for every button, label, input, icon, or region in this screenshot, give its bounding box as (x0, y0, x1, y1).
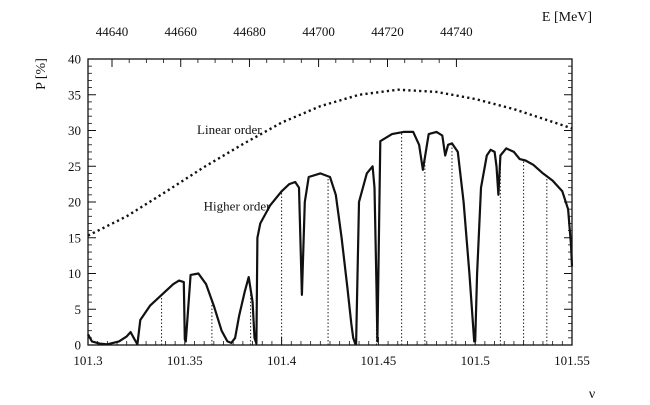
y-tick-labels: 0 5 10 15 20 25 30 35 40 (68, 52, 81, 353)
plot-frame (87, 58, 573, 346)
top-tick-label: 44700 (302, 24, 335, 39)
higher-order-curve (87, 130, 574, 346)
y-tick-label: 30 (68, 123, 81, 138)
plot-border (87, 58, 573, 346)
linear-order-label: Linear order (197, 122, 262, 137)
y-tick-label: 20 (68, 195, 81, 210)
higher-order-label: Higher order (204, 199, 271, 214)
top-tick-label: 44640 (96, 24, 129, 39)
x-tick-label: 101.35 (167, 353, 203, 368)
x-tick-label: 101.45 (361, 353, 397, 368)
x-tick-label: 101.5 (461, 353, 490, 368)
dotted-vertical-lines (161, 132, 548, 345)
y-tick-label: 25 (68, 159, 81, 174)
x-axis-title: ν (589, 387, 595, 402)
curves (87, 88, 574, 346)
linear-order-curve (87, 88, 573, 237)
y-tick-label: 35 (68, 87, 81, 102)
top-tick-labels: 44640 44660 44680 44700 44720 44740 (96, 24, 473, 39)
top-tick-label: 44680 (233, 24, 266, 39)
tick-marks (87, 58, 573, 346)
top-tick-label: 44740 (440, 24, 473, 39)
x-tick-label: 101.3 (73, 353, 102, 368)
y-axis-title: P [%] (34, 58, 49, 90)
top-tick-label: 44660 (164, 24, 197, 39)
y-tick-label: 5 (75, 302, 82, 317)
top-axis-title: E [MeV] (542, 10, 592, 25)
annotations: Linear order Higher order (197, 122, 271, 214)
x-tick-label: 101.55 (554, 353, 590, 368)
x-tick-labels: 101.3 101.35 101.4 101.45 101.5 101.55 (73, 353, 590, 368)
y-tick-label: 0 (75, 338, 82, 353)
y-tick-label: 40 (68, 52, 81, 67)
y-tick-label: 15 (68, 230, 81, 245)
top-tick-label: 44720 (371, 24, 404, 39)
x-tick-label: 101.4 (267, 353, 297, 368)
y-tick-label: 10 (68, 266, 81, 281)
